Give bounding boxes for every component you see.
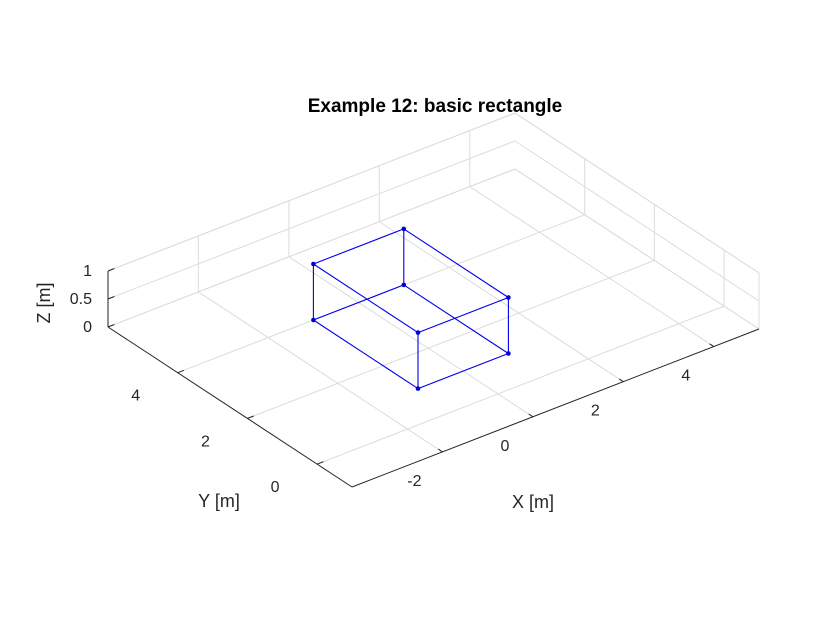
- floor-gridline-x: [469, 186, 715, 348]
- data-layer: [311, 226, 511, 391]
- chart-title: Example 12: basic rectangle: [308, 96, 563, 117]
- y-axis-label: Y [m]: [198, 491, 240, 511]
- x-axis-line: [351, 328, 760, 488]
- label-layer: X [m] Y [m] Z [m] -2 0 2 4 0 2 4 0 0.5 1: [34, 263, 690, 512]
- y-tick-label: 2: [201, 433, 210, 450]
- z-axis-label: Z [m]: [34, 283, 54, 324]
- wireframe-edge: [403, 284, 509, 354]
- x-tick-label: 0: [500, 438, 509, 455]
- floor-gridline-x: [198, 291, 443, 453]
- box-edge: [107, 168, 516, 328]
- y-tick-mark: [316, 461, 324, 465]
- box-edge: [107, 112, 516, 272]
- floor-gridline-y: [316, 305, 725, 465]
- y-tick-label: 0: [271, 479, 280, 496]
- z-tick-mark: [107, 324, 115, 328]
- wireframe-vertex: [311, 261, 316, 267]
- back-wall-gridline-z: [107, 140, 516, 300]
- grid-layer: [107, 112, 760, 465]
- wireframe-vertex: [415, 386, 421, 391]
- z-tick-mark: [107, 296, 115, 300]
- wireframe-edge: [313, 284, 404, 321]
- wireframe-edge: [417, 296, 509, 334]
- wireframe-vertex: [401, 282, 407, 288]
- box-edge: [514, 112, 760, 274]
- y-tick-label: 4: [131, 388, 140, 405]
- z-tick-label: 1: [83, 263, 92, 280]
- x-tick-mark: [528, 413, 534, 418]
- wireframe-vertex: [401, 226, 407, 232]
- wireframe-edge: [313, 228, 404, 265]
- x-tick-label: 2: [591, 403, 600, 420]
- x-tick-label: -2: [407, 473, 421, 490]
- x-tick-mark: [709, 343, 715, 348]
- wireframe-edge: [313, 263, 419, 334]
- z-tick-mark: [107, 268, 115, 272]
- wireframe-edge: [313, 319, 419, 390]
- wireframe-vertex: [506, 295, 511, 300]
- side-wall-gridline-z: [514, 140, 760, 302]
- wireframe-vertex: [311, 317, 316, 323]
- wireframe-vertex: [415, 330, 421, 335]
- x-tick-mark: [618, 378, 624, 383]
- wireframe-edge: [403, 228, 509, 298]
- z-tick-label: 0: [83, 319, 92, 336]
- x-tick-mark: [438, 448, 443, 453]
- y-tick-mark: [177, 369, 185, 374]
- floor-gridline-x: [288, 256, 534, 418]
- x-tick-label: 4: [681, 368, 690, 385]
- wireframe-edge: [417, 352, 509, 390]
- x-axis-label: X [m]: [512, 492, 554, 512]
- floor-gridline-x: [379, 221, 624, 383]
- y-axis-line: [107, 326, 353, 488]
- wireframe-vertex: [506, 351, 511, 356]
- box-edge: [514, 168, 760, 330]
- z-tick-label: 0.5: [70, 291, 92, 308]
- floor-gridline-y: [247, 259, 655, 419]
- y-tick-mark: [247, 415, 254, 419]
- axis-layer: [107, 268, 760, 488]
